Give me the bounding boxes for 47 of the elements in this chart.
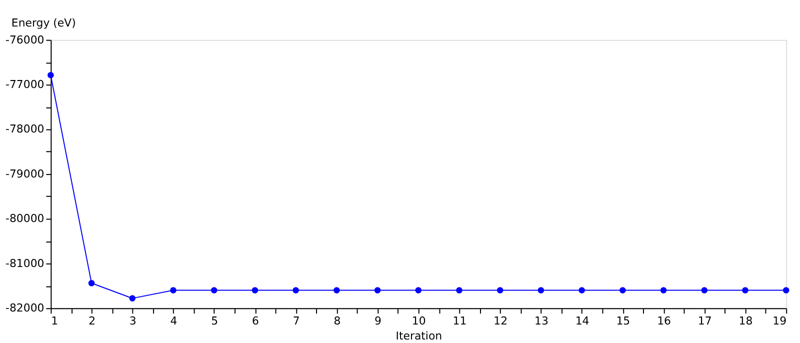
- point: [415, 287, 422, 294]
- point: [374, 287, 381, 294]
- y-tick-label: -76000: [6, 33, 44, 46]
- point: [701, 287, 708, 294]
- x-tick-label: 6: [252, 314, 259, 328]
- point: [210, 287, 218, 294]
- y-tick-label: -79000: [6, 167, 44, 180]
- y-tick-label: -80000: [6, 212, 44, 226]
- point: [129, 295, 136, 302]
- y-tick-label: -81000: [6, 256, 44, 270]
- point: [620, 287, 626, 294]
- x-tick-label: 14: [575, 314, 590, 328]
- point: [538, 287, 544, 294]
- point: [742, 287, 748, 294]
- x-tick-label: 10: [412, 314, 426, 328]
- y-axis-title: Energy (eV): [11, 16, 76, 30]
- x-tick-label: 19: [772, 314, 787, 328]
- x-tick-label: 9: [374, 314, 382, 328]
- point: [660, 287, 667, 294]
- x-tick-label: 7: [292, 314, 300, 328]
- x-tick-label: 1: [51, 314, 58, 328]
- point: [88, 280, 95, 286]
- x-tick-label: 17: [698, 314, 712, 328]
- x-tick-label: 3: [129, 314, 136, 328]
- x-tick-label: 5: [211, 314, 218, 328]
- x-tick-label: 15: [616, 314, 630, 328]
- x-tick-label: 18: [738, 314, 753, 328]
- point: [292, 287, 299, 294]
- x-tick-label: 2: [88, 314, 96, 328]
- point: [252, 287, 258, 294]
- x-tick-label: 4: [170, 314, 178, 328]
- x-tick-label: 11: [452, 314, 467, 328]
- x-tick-label: 13: [534, 314, 548, 328]
- point: [48, 72, 54, 78]
- point: [334, 287, 340, 294]
- y-tick-label: -82000: [6, 302, 44, 315]
- point: [782, 287, 790, 294]
- y-tick-label: -77000: [6, 78, 44, 92]
- x-tick-label: 12: [494, 314, 508, 328]
- x-tick-label: 16: [657, 314, 672, 328]
- x-axis-title: Iteration: [396, 329, 442, 342]
- point: [496, 287, 504, 294]
- y-tick-label: -78000: [6, 122, 44, 136]
- x-tick-label: 8: [334, 314, 341, 328]
- point: [170, 287, 176, 294]
- point: [456, 287, 462, 294]
- point: [578, 287, 585, 294]
